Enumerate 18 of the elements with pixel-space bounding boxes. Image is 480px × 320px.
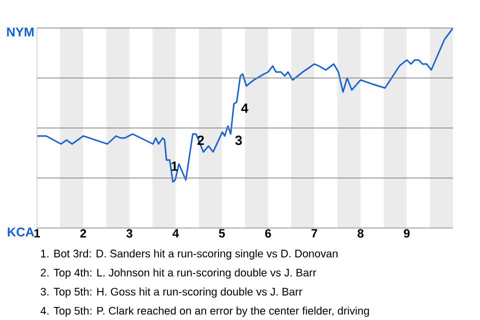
- text: 1. Bot 3rd: D. Sanders hit a run-scoring single vs D. Donovan: [41, 249, 338, 260]
- x-tick-label: 1: [34, 229, 40, 238]
- x-tick-label: 9: [404, 229, 410, 238]
- text: 4. Top 5th: P. Clark reached on an error by the center fielder, driving: [40, 306, 369, 317]
- x-tick-label: 2: [80, 229, 86, 238]
- text: 3. Top 5th: H. Goss hit a run-scoring double vs J. Barr: [40, 288, 302, 298]
- x-tick-label: 3: [126, 229, 132, 238]
- text: 2. Top 4th: L. Johnson hit a run-scoring double vs J. Barr: [40, 268, 316, 279]
- text: NYM: [7, 28, 34, 36]
- x-tick-label: 4: [172, 229, 179, 238]
- x-tick-label: 8: [358, 229, 364, 238]
- annotation: 4: [241, 104, 248, 113]
- annotation: 1: [172, 162, 178, 171]
- text: KCA: [8, 228, 34, 236]
- x-tick-label: 6: [265, 229, 272, 238]
- x-tick-label: 5: [218, 229, 225, 238]
- annotation: 3: [235, 136, 242, 146]
- x-tick-label: 7: [312, 229, 318, 238]
